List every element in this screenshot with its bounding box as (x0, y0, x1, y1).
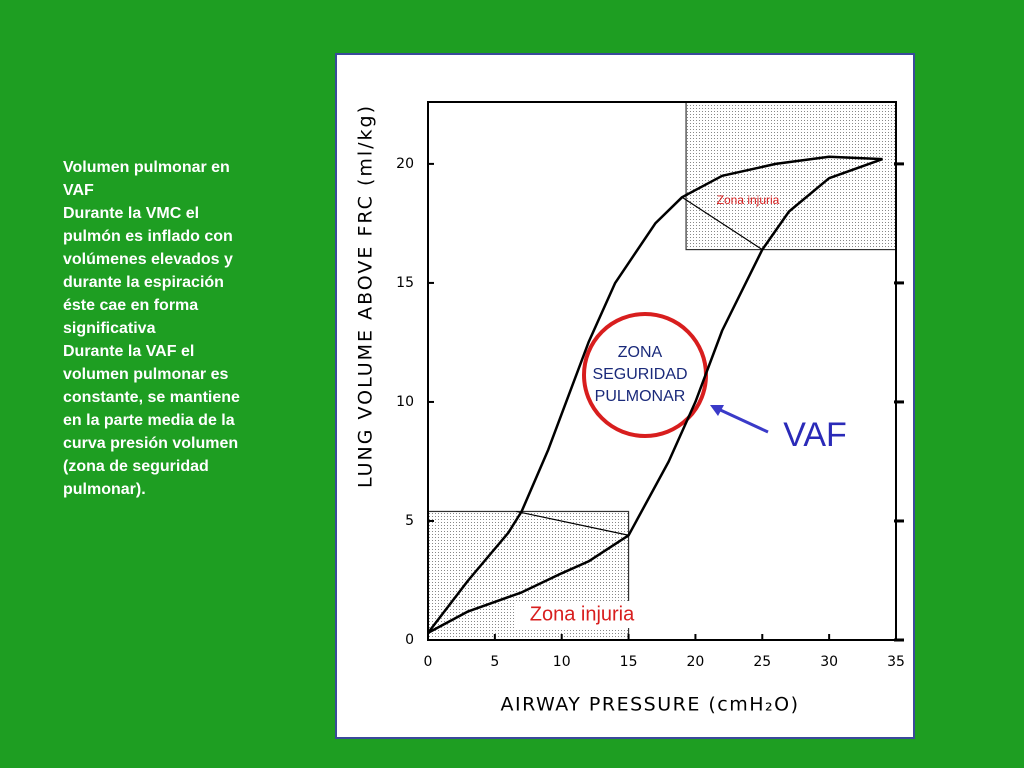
pv-curve (427, 157, 884, 635)
x-axis-label: AIRWAY PRESSURE (cmH₂O) (500, 694, 799, 716)
zone-boundary (681, 196, 763, 251)
x-tick-label: 10 (553, 654, 571, 670)
plot-frame (427, 101, 897, 641)
paragraph: Volumen pulmonar en VAF (63, 159, 230, 199)
x-tick-label: 25 (753, 654, 771, 670)
x-tick-label: 20 (687, 654, 705, 670)
x-tick-label: 5 (490, 654, 499, 670)
pv-curve (427, 155, 883, 634)
y-tick-label: 5 (405, 513, 414, 529)
y-tick-label: 20 (396, 156, 414, 172)
x-tick-label: 30 (820, 654, 838, 670)
paragraph: Durante la VMC el pulmón es inflado con … (63, 205, 233, 337)
x-tick-label: 15 (620, 654, 638, 670)
annotation: VAF (783, 416, 847, 454)
injury-zone (685, 101, 897, 251)
label-background (516, 601, 648, 628)
annotation: Zona injuria (717, 193, 780, 207)
arrow-head (710, 405, 724, 416)
y-axis-label: LUNG VOLUME ABOVE FRC (ml/kg) (355, 104, 377, 488)
arrow (715, 406, 769, 434)
y-tick-label: 0 (405, 632, 414, 648)
annotation: Zona injuria (530, 603, 635, 625)
slide-text: Volumen pulmonar en VAF Durante la VMC e… (63, 156, 248, 501)
annotation-line: SEGURIDAD (592, 366, 687, 383)
zone-boundary (516, 510, 629, 536)
y-tick-label: 10 (396, 394, 414, 410)
x-tick-label: 35 (887, 654, 905, 670)
annotation: ZONA SEGURIDAD PULMONAR (592, 344, 687, 405)
annotation-line: PULMONAR (595, 388, 686, 405)
paragraph: Durante la VAF el volumen pulmonar es co… (63, 343, 240, 498)
annotation-line: ZONA (618, 344, 663, 361)
y-tick-label: 15 (396, 275, 414, 291)
x-tick-label: 0 (424, 654, 433, 670)
